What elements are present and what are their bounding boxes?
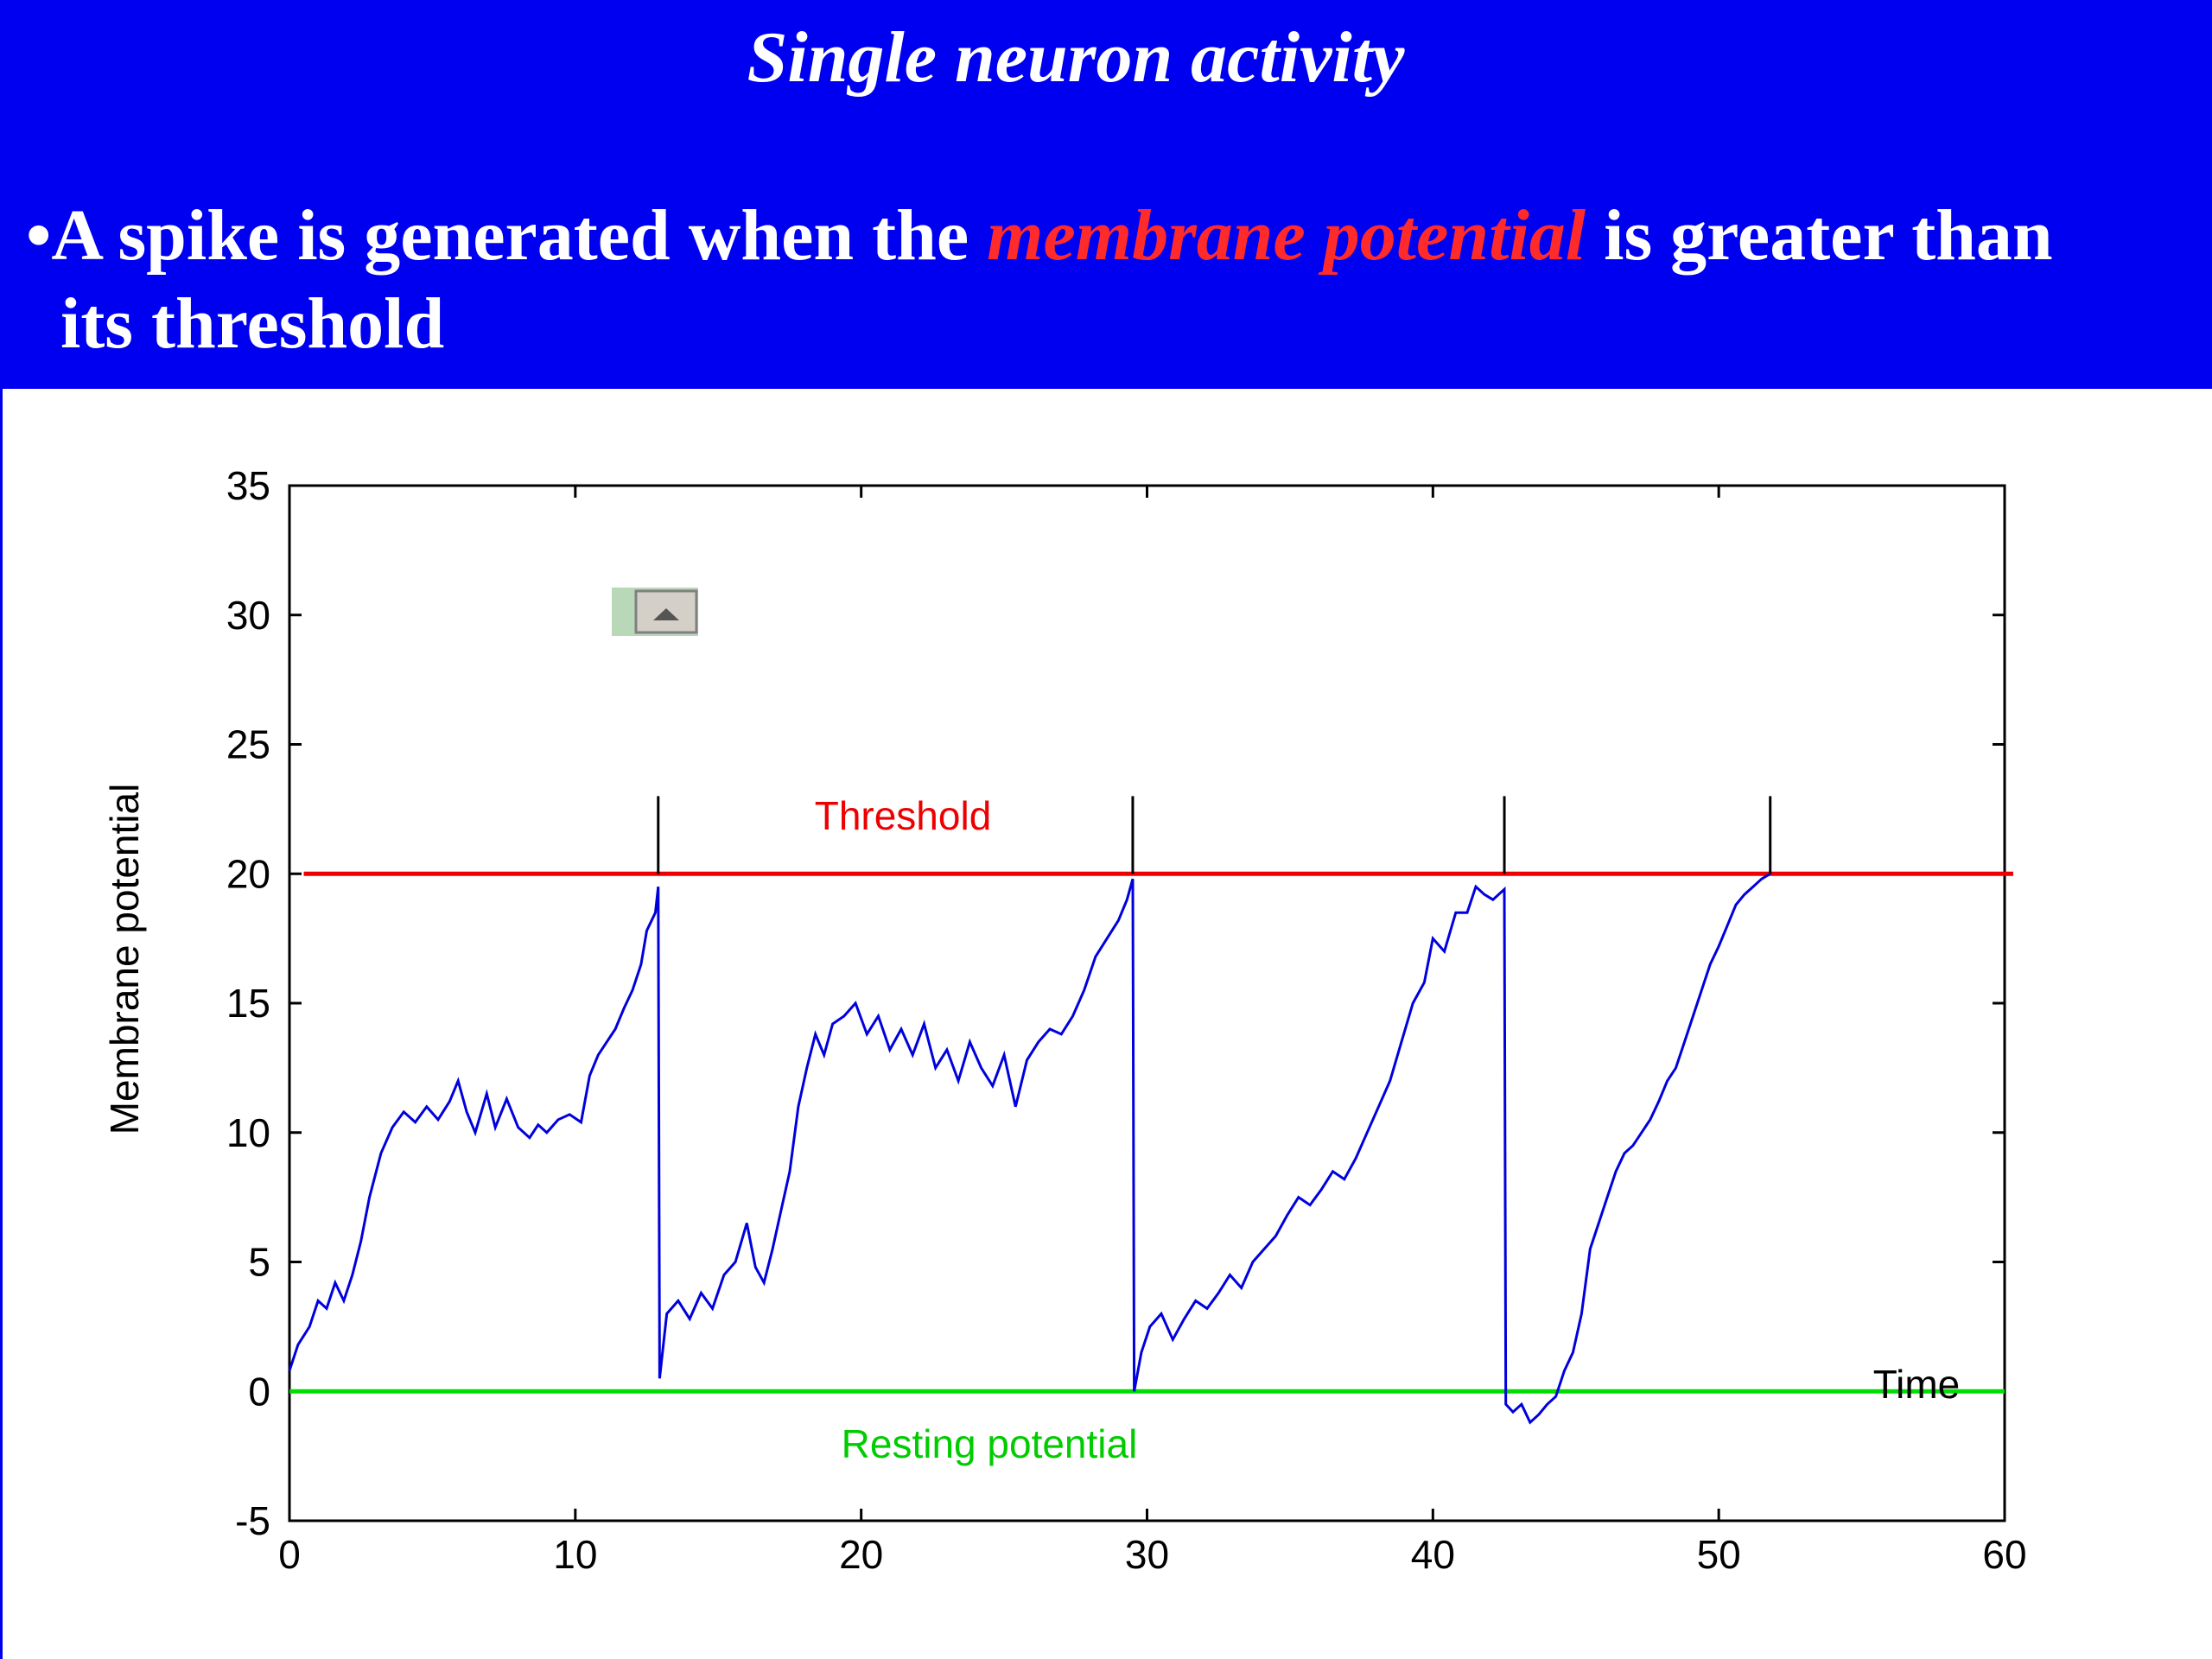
tick-marks: [288, 484, 2006, 1522]
y-tick-label: 25: [226, 722, 270, 767]
plot-frame: [288, 484, 2006, 1522]
slide-header: Single neuron activity •A spike is gener…: [0, 0, 2212, 389]
bullet-text: •A spike is generated when the membrane …: [26, 192, 2177, 368]
x-tick-label: 50: [1697, 1532, 1741, 1577]
y-tick-label: 5: [248, 1240, 270, 1285]
y-tick-label: 20: [226, 851, 270, 896]
slide-left-border: [0, 389, 3, 1659]
bullet-text-post: is greater than: [1586, 195, 2053, 276]
resting-potential-label: Resting potential: [842, 1421, 1138, 1466]
reference-lines: [289, 871, 2013, 1394]
triangle-up-icon: [653, 608, 679, 620]
y-axis-label: Membrane potential: [102, 784, 147, 1135]
y-tick-label: -5: [235, 1498, 270, 1543]
y-tick-label: 15: [226, 981, 270, 1026]
figure-toolbar-button[interactable]: [612, 588, 698, 636]
membrane-potential-trace: [288, 873, 1771, 1425]
axes-frame: [288, 484, 2006, 1522]
bullet-highlight: membrane potential: [987, 195, 1586, 276]
bullet-text-pre: A spike is generated when the: [51, 195, 988, 276]
y-tick-label: 30: [226, 593, 270, 638]
x-tick-label: 10: [553, 1532, 597, 1577]
y-tick-label: 0: [248, 1369, 270, 1414]
threshold-label: Threshold: [815, 793, 992, 838]
x-tick-label: 40: [1411, 1532, 1455, 1577]
x-tick-label: 20: [839, 1532, 883, 1577]
x-tick-label: 0: [278, 1532, 301, 1577]
bullet-text-line2: its threshold: [60, 283, 445, 364]
x-axis-label: Time: [1873, 1362, 1961, 1407]
slide-title: Single neuron activity: [747, 17, 1405, 98]
y-tick-label: 10: [226, 1110, 270, 1155]
bullet-marker: •: [26, 195, 52, 276]
x-tick-label: 60: [1982, 1532, 2026, 1577]
x-tick-label: 30: [1125, 1532, 1169, 1577]
spike-lines: [657, 796, 1772, 874]
y-tick-label: 35: [226, 463, 270, 508]
